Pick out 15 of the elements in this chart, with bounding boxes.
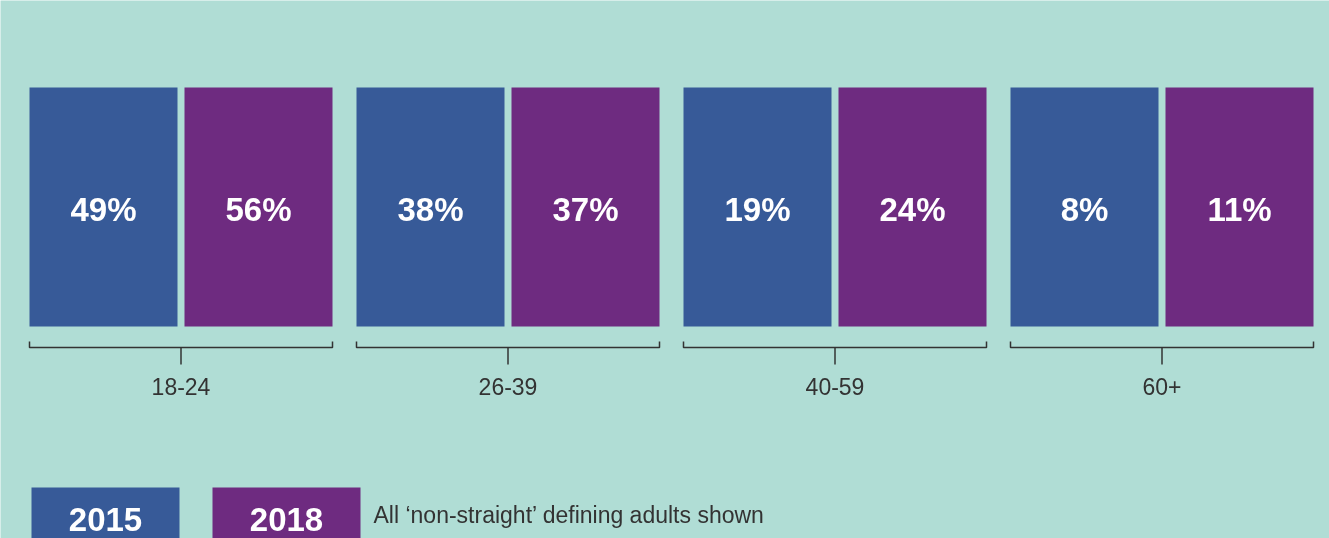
data-label: 11% (1207, 191, 1272, 228)
category-label: 26-39 (478, 374, 538, 400)
data-label: 24% (879, 191, 946, 228)
category-label: 40-59 (805, 374, 865, 400)
text: 2015 (68, 501, 143, 538)
data-label: 56% (225, 191, 292, 228)
category-label: 18-24 (151, 374, 211, 400)
data-label: 38% (397, 191, 464, 228)
data-label: 19% (724, 191, 791, 228)
text: All ‘non-straight’ defining adults shown (373, 501, 764, 528)
data-label: 8% (1060, 191, 1109, 228)
data-label: 37% (552, 191, 619, 228)
data-label: 49% (70, 191, 137, 228)
text: 2018 (249, 501, 324, 538)
category-label: 60+ (1142, 374, 1182, 400)
